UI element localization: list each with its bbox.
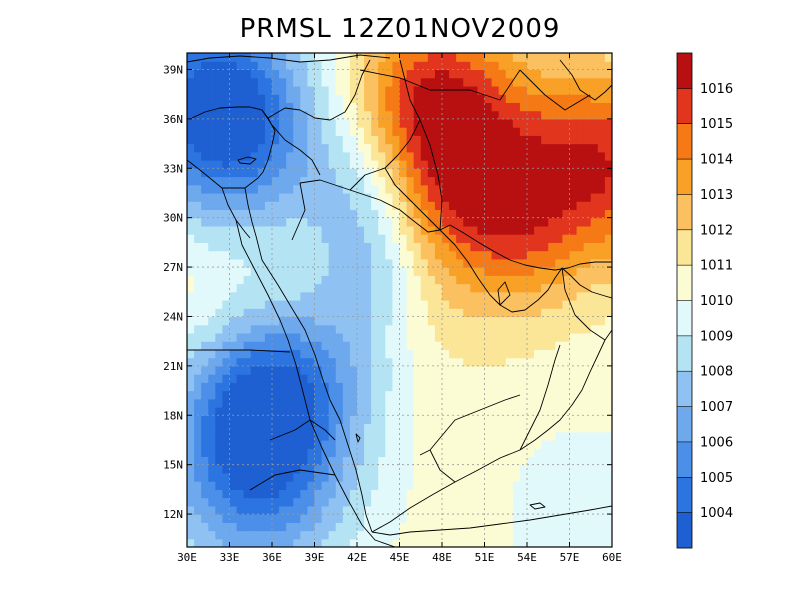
colorbar-swatch <box>677 265 692 301</box>
lon-tick-label: 45E <box>390 551 410 564</box>
lat-tick-label: 27N <box>163 261 183 274</box>
longitude-axis: 30E 33E 36E 39E 42E 45E 48E 51E 54E 57E 60E <box>177 53 622 564</box>
colorbar-label: 1015 <box>700 117 733 132</box>
lon-tick-label: 33E <box>220 551 240 564</box>
lon-tick-label: 39E <box>305 551 325 564</box>
colorbar-swatch <box>677 88 692 125</box>
pressure-field <box>187 53 612 547</box>
lat-tick-label: 30N <box>163 212 183 225</box>
lat-tick-label: 18N <box>163 409 183 422</box>
colorbar-swatch <box>677 194 692 231</box>
colorbar-swatch <box>677 371 692 407</box>
lat-tick-label: 33N <box>163 162 183 175</box>
colorbar-swatch <box>677 335 692 372</box>
colorbar: 1004 1005 1006 1007 1008 1009 1010 1011 1012 1013… <box>676 52 733 549</box>
lon-tick-label: 57E <box>560 551 580 564</box>
lon-tick-label: 54E <box>517 551 537 564</box>
lat-tick-label: 39N <box>163 63 183 76</box>
colorbar-swatch <box>677 123 692 160</box>
colorbar-swatch <box>677 159 692 195</box>
colorbar-label: 1012 <box>700 223 733 238</box>
lon-tick-label: 30E <box>177 551 197 564</box>
colorbar-label: 1004 <box>700 506 733 521</box>
lat-tick-label: 24N <box>163 310 183 323</box>
colorbar-label: 1013 <box>700 188 733 203</box>
colorbar-swatch <box>677 229 692 266</box>
colorbar-swatch <box>677 300 692 337</box>
map-title: PRMSL 12Z01NOV2009 <box>239 14 561 44</box>
lat-tick-label: 15N <box>163 459 183 472</box>
colorbar-label: 1006 <box>700 435 733 450</box>
colorbar-label: 1011 <box>700 259 733 274</box>
colorbar-swatch <box>677 53 692 89</box>
colorbar-label: 1008 <box>700 365 733 380</box>
lon-tick-label: 48E <box>432 551 452 564</box>
lon-tick-label: 36E <box>262 551 282 564</box>
colorbar-swatch <box>677 406 692 443</box>
lat-lon-grid <box>187 53 612 547</box>
lon-tick-label: 51E <box>475 551 495 564</box>
colorbar-label: 1009 <box>700 329 733 344</box>
colorbar-swatch <box>677 441 692 478</box>
lat-tick-label: 12N <box>163 508 183 521</box>
coastlines-borders <box>187 54 612 547</box>
colorbar-swatch <box>677 477 692 513</box>
latitude-axis: 12N 15N 18N 21N 24N 27N 30N 33N 36N 39N <box>163 63 612 521</box>
lat-tick-label: 21N <box>163 360 183 373</box>
colorbar-label: 1014 <box>700 153 733 168</box>
lon-tick-label: 42E <box>347 551 367 564</box>
colorbar-label: 1016 <box>700 82 733 97</box>
colorbar-label: 1005 <box>700 471 733 486</box>
lon-tick-label: 60E <box>602 551 622 564</box>
colorbar-label: 1010 <box>700 294 733 309</box>
colorbar-label: 1007 <box>700 400 733 415</box>
lat-tick-label: 36N <box>163 113 183 126</box>
colorbar-swatch <box>677 512 692 549</box>
